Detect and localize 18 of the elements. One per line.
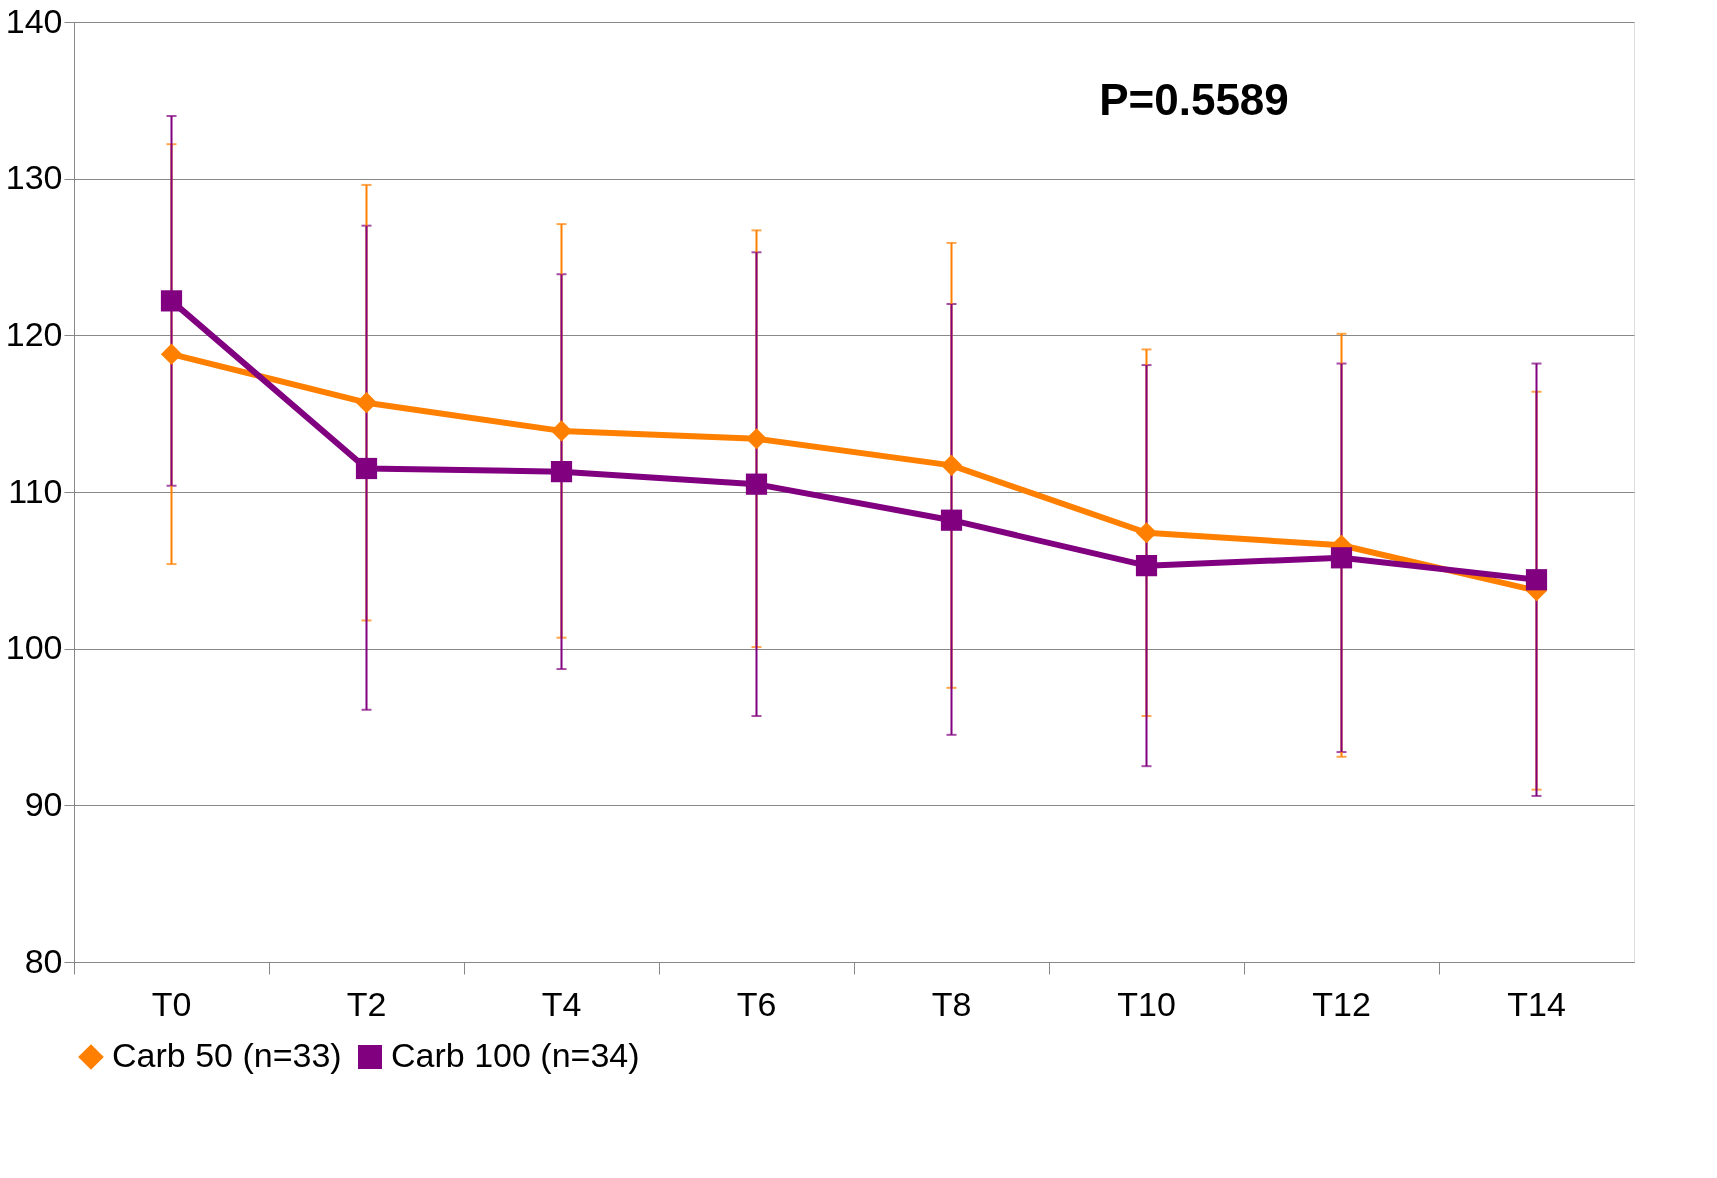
y-tick-label: 140: [5, 1, 63, 40]
x-tick-label: T8: [931, 984, 972, 1023]
legend-label: Carb 50 (n=33): [112, 1036, 342, 1074]
y-tick-label: 90: [24, 784, 63, 823]
x-tick-label: T10: [1117, 984, 1176, 1023]
y-tick-label: 120: [5, 314, 63, 353]
annotation: P=0.5589: [1099, 75, 1289, 124]
y-tick-label: 130: [5, 158, 63, 197]
x-tick-label: T6: [736, 984, 777, 1023]
x-tick-label: T14: [1507, 984, 1566, 1023]
y-tick-label: 110: [8, 471, 63, 510]
y-tick-label: 80: [24, 941, 63, 980]
x-tick-label: T4: [541, 984, 582, 1023]
legend-label: Carb 100 (n=34): [391, 1036, 640, 1074]
y-tick-label: 100: [5, 628, 63, 667]
x-tick-label: T0: [151, 984, 192, 1023]
x-tick-label: T2: [346, 984, 387, 1023]
x-tick-label: T12: [1312, 984, 1371, 1023]
